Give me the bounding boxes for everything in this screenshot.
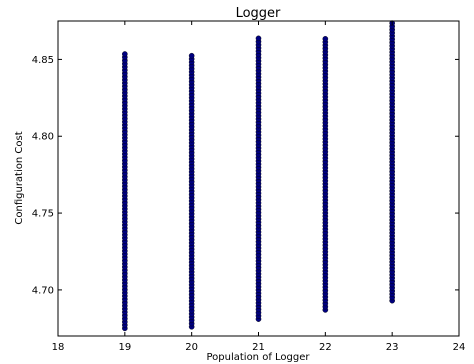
x-tick-label: 23 [386,342,399,353]
x-axis-label: Population of Logger [206,352,310,363]
x-tick-label: 22 [319,342,332,353]
x-tick-label: 20 [185,342,198,353]
y-tick-label: 4.75 [32,209,54,220]
chart-title: Logger [236,6,281,21]
y-tick-label: 4.85 [32,55,54,66]
x-tick-label: 24 [453,342,466,353]
scatter-point [188,52,195,59]
points-layer [122,20,395,332]
scatter-point [322,36,329,42]
y-tick-label: 4.70 [32,285,54,296]
x-tick-label: 21 [252,342,265,353]
ticks-layer: 18 19 20 21 22 23 24 4.70 4.75 4.80 4.85 [32,21,466,353]
y-axis-label: Configuration Cost [14,131,25,224]
scatter-point [255,35,262,42]
x-tick-label: 18 [52,342,65,353]
scatter-point [122,51,128,57]
y-tick-label: 4.80 [32,132,54,143]
x-tick-label: 19 [118,342,131,353]
